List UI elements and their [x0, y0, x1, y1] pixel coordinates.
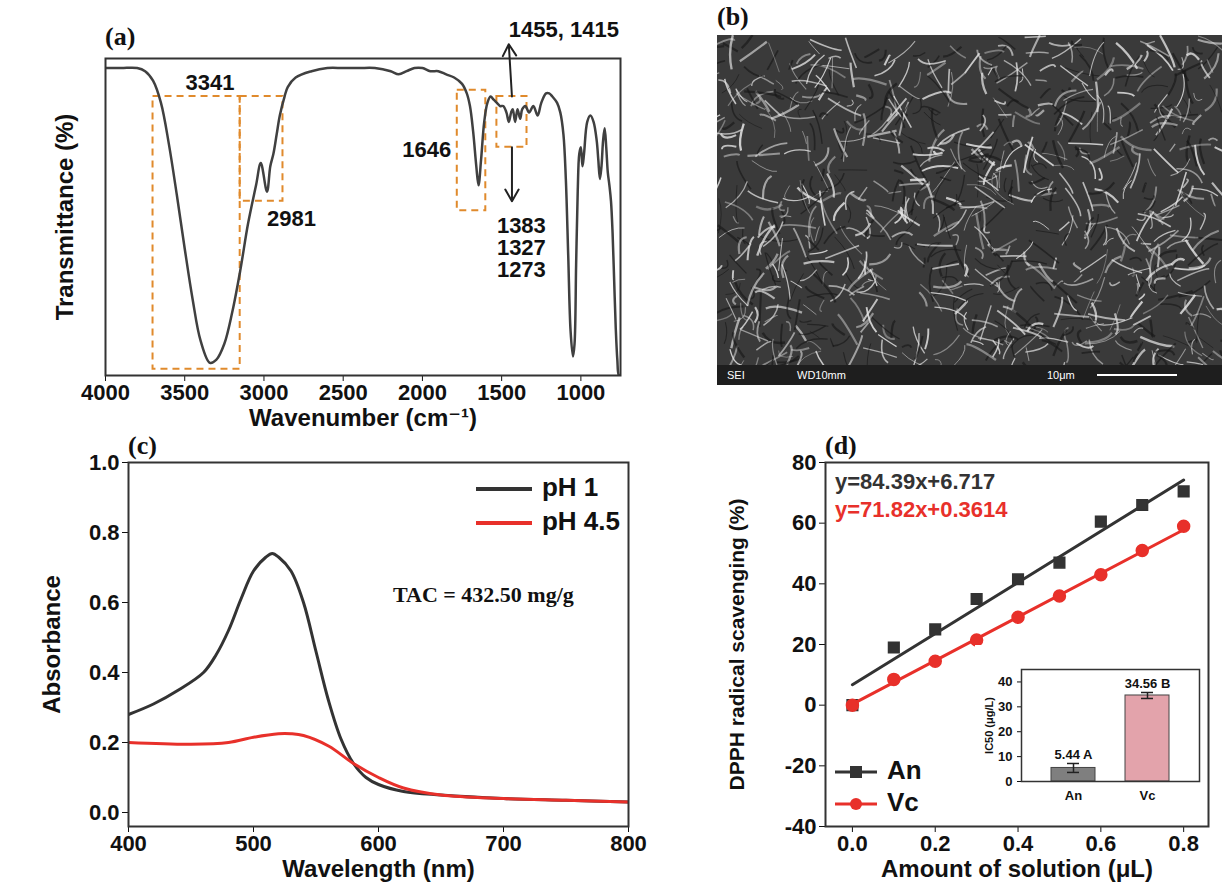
svg-text:Vc: Vc [1140, 788, 1156, 803]
svg-text:1646: 1646 [402, 137, 451, 162]
svg-text:3341: 3341 [185, 70, 234, 95]
svg-text:0.8: 0.8 [1168, 831, 1199, 856]
svg-text:2000: 2000 [398, 380, 447, 405]
svg-text:DPPH radical scavenging (%): DPPH radical scavenging (%) [725, 499, 748, 791]
svg-text:60: 60 [792, 510, 816, 535]
svg-text:Absorbance: Absorbance [38, 575, 65, 714]
html-text:(d): (d) [825, 431, 857, 460]
html-text:y=84.39x+6.717: y=84.39x+6.717 [835, 469, 996, 494]
svg-text:0.2: 0.2 [89, 730, 120, 755]
html-text:(b): (b) [717, 2, 749, 31]
svg-text:3500: 3500 [160, 380, 209, 405]
svg-text:1000: 1000 [556, 380, 605, 405]
svg-text:0: 0 [804, 692, 816, 717]
svg-text:20: 20 [998, 724, 1012, 739]
svg-text:138313271273: 138313271273 [497, 213, 546, 282]
html-text:pH 1: pH 1 [542, 472, 599, 502]
svg-text:10: 10 [998, 749, 1012, 764]
svg-text:0.2: 0.2 [920, 831, 951, 856]
svg-text:0.6: 0.6 [89, 590, 120, 615]
svg-text:Wavenumber (cm⁻¹): Wavenumber (cm⁻¹) [249, 404, 477, 431]
html-text:pH 4.5: pH 4.5 [542, 506, 620, 536]
svg-text:-20: -20 [785, 753, 817, 778]
svg-text:20: 20 [792, 632, 816, 657]
svg-text:0.0: 0.0 [837, 831, 868, 856]
svg-text:700: 700 [485, 831, 522, 856]
svg-text:1455, 1415: 1455, 1415 [509, 17, 619, 42]
svg-text:4000: 4000 [81, 380, 130, 405]
svg-text:40: 40 [792, 571, 816, 596]
svg-text:Amount of solution (μL): Amount of solution (μL) [881, 855, 1153, 882]
svg-text:Wavelength (nm): Wavelength (nm) [282, 855, 474, 882]
svg-text:An: An [1065, 788, 1082, 803]
svg-text:800: 800 [610, 831, 647, 856]
svg-text:SEI: SEI [727, 369, 745, 381]
svg-text:5.44 A: 5.44 A [1055, 747, 1093, 762]
svg-text:0.4: 0.4 [89, 660, 120, 685]
svg-text:40: 40 [998, 674, 1012, 689]
svg-text:-40: -40 [785, 814, 817, 839]
svg-text:1500: 1500 [477, 380, 526, 405]
html-text:TAC = 432.50 mg/g: TAC = 432.50 mg/g [393, 582, 574, 608]
svg-text:600: 600 [360, 831, 397, 856]
html-text:(a): (a) [105, 22, 136, 51]
svg-text:80: 80 [792, 450, 816, 475]
svg-text:0.4: 0.4 [1003, 831, 1034, 856]
svg-text:34.56 B: 34.56 B [1125, 676, 1171, 691]
html-text:An: An [887, 755, 922, 785]
svg-text:2500: 2500 [319, 380, 368, 405]
svg-text:0.0: 0.0 [89, 800, 120, 825]
html-text:y=71.82x+0.3614: y=71.82x+0.3614 [835, 497, 1008, 522]
svg-text:WD10mm: WD10mm [797, 369, 846, 381]
svg-text:400: 400 [110, 831, 147, 856]
svg-text:2981: 2981 [267, 206, 316, 231]
html-text:(c): (c) [128, 431, 157, 460]
svg-text:30: 30 [998, 699, 1012, 714]
svg-text:10μm: 10μm [1047, 369, 1075, 381]
svg-text:0.8: 0.8 [89, 520, 120, 545]
svg-text:1.0: 1.0 [89, 450, 120, 475]
svg-text:3000: 3000 [239, 380, 288, 405]
svg-text:Transmittance (%): Transmittance (%) [51, 114, 78, 321]
svg-text:IC50 (μg/L): IC50 (μg/L) [983, 697, 995, 754]
html-text:Vc: Vc [887, 787, 919, 817]
svg-text:0.6: 0.6 [1086, 831, 1117, 856]
svg-text:0: 0 [1005, 774, 1012, 789]
svg-text:500: 500 [235, 831, 272, 856]
